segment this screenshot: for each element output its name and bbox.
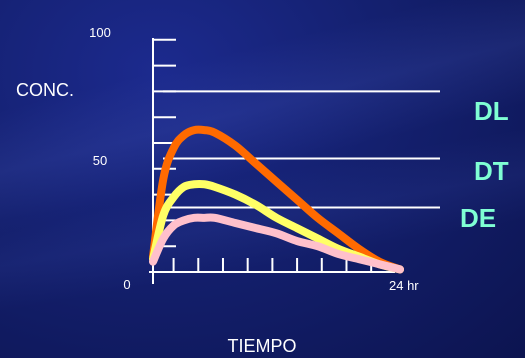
x-end-label: 24 hr	[389, 278, 419, 293]
concentration-curve-1	[149, 125, 404, 274]
threshold-lines	[163, 90, 440, 209]
concentration-curves	[149, 125, 404, 274]
level-label-de: DE	[460, 203, 496, 233]
x-axis-title: TIEMPO	[227, 336, 296, 356]
y-tick-label-mid: 50	[93, 153, 107, 168]
concentration-curve-3	[149, 213, 404, 274]
y-axis-title: CONC.	[16, 80, 74, 100]
y-tick-label-zero: 0	[123, 277, 130, 292]
level-label-dl: DL	[474, 96, 509, 126]
level-label-dt: DT	[474, 156, 509, 186]
y-tick-label-max: 100	[89, 25, 111, 40]
